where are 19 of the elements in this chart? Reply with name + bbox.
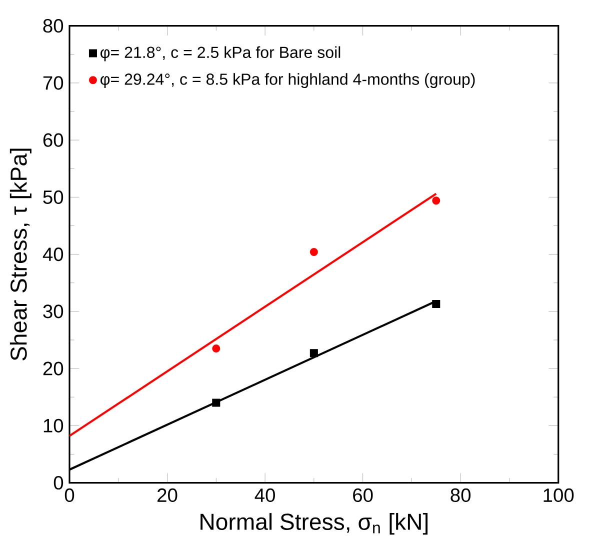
legend-label: φ= 21.8°, c = 2.5 kPa for Bare soil: [100, 46, 340, 61]
x-tick-label: 80: [450, 488, 471, 502]
y-tick-label: 30: [43, 304, 64, 318]
y-axis-title: Shear Stress, τ [kPa]: [10, 148, 32, 360]
legend-label: φ= 29.24°, c = 8.5 kPa for highland 4-months (group): [100, 72, 475, 88]
x-tick-label: 0: [64, 488, 74, 502]
y-tick-label: 20: [43, 361, 64, 376]
y-tick-label: 60: [43, 133, 64, 147]
y-tick-label: 40: [42, 247, 64, 261]
y-tick-label: 0: [54, 476, 64, 490]
x-tick-label: 60: [353, 488, 373, 502]
x-tick-label: 100: [544, 488, 574, 502]
y-tick-label: 10: [44, 418, 64, 432]
y-tick-label: 70: [43, 76, 64, 90]
x-tick-label: 40: [254, 488, 275, 502]
x-axis-title: Normal Stress, σ$_{n}$ [kN]: [200, 512, 428, 534]
x-tick-label: 20: [158, 488, 178, 502]
y-tick-label: 80: [43, 18, 64, 32]
y-tick-label: 50: [43, 190, 64, 204]
